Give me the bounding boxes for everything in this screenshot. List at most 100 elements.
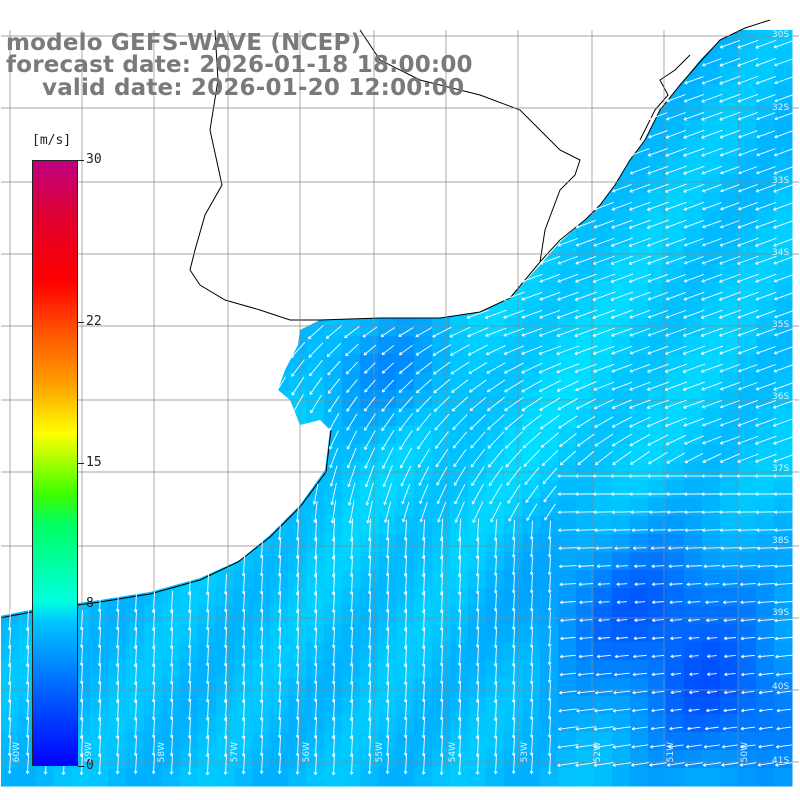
speed-cell — [576, 426, 595, 445]
speed-cell — [522, 300, 541, 319]
lon-label: 58W — [157, 742, 167, 763]
speed-cell — [414, 588, 433, 607]
speed-cell — [522, 660, 541, 679]
speed-cell — [270, 624, 289, 643]
wind-arrow — [666, 452, 686, 464]
wind-arrow — [466, 309, 490, 319]
speed-cell — [270, 714, 289, 733]
speed-cell — [738, 624, 757, 643]
speed-cell — [468, 372, 487, 391]
speed-cell — [720, 660, 739, 679]
speed-cell — [504, 372, 523, 391]
speed-cell — [90, 606, 109, 625]
speed-cell — [630, 660, 649, 679]
speed-cell — [324, 462, 343, 481]
wind-arrow — [611, 416, 632, 428]
speed-cell — [450, 678, 469, 697]
wind-arrow — [647, 147, 668, 157]
speed-cell — [234, 588, 253, 607]
wind-arrow — [398, 412, 414, 432]
speed-cell — [396, 750, 415, 769]
speed-cell — [774, 102, 793, 121]
speed-cell — [558, 390, 577, 409]
speed-cell — [540, 372, 559, 391]
wind-arrow — [556, 327, 580, 337]
wind-arrow — [611, 327, 633, 337]
speed-cell — [0, 642, 19, 661]
wind-arrow — [575, 220, 596, 229]
speed-cell — [774, 174, 793, 193]
speed-cell — [522, 462, 541, 481]
speed-cell — [756, 84, 775, 103]
speed-cell — [414, 318, 433, 337]
speed-cell — [468, 678, 487, 697]
wind-arrow — [773, 237, 795, 247]
wind-arrow — [700, 309, 723, 319]
speed-cell — [378, 624, 397, 643]
speed-cell — [774, 354, 793, 373]
speed-cell — [324, 372, 343, 391]
wind-arrow — [522, 414, 542, 430]
wind-arrow — [755, 310, 776, 319]
speed-cell — [396, 732, 415, 751]
wind-arrow — [325, 325, 343, 339]
speed-cell — [558, 624, 577, 643]
speed-cell — [648, 210, 667, 229]
speed-cell — [414, 498, 433, 517]
wind-arrow — [647, 183, 669, 193]
speed-cell — [702, 318, 721, 337]
speed-cell — [630, 606, 649, 625]
wind-arrow — [665, 292, 686, 301]
speed-cell — [738, 534, 757, 553]
wind-arrow — [773, 39, 795, 49]
wind-arrow — [647, 363, 669, 373]
speed-cell — [594, 282, 613, 301]
speed-cell — [234, 678, 253, 697]
speed-cell — [738, 282, 757, 301]
speed-cell — [594, 480, 613, 499]
speed-cell — [450, 354, 469, 373]
speed-cell — [738, 300, 757, 319]
colorbar-tick-label: 15 — [86, 455, 102, 470]
wind-arrow — [719, 111, 741, 121]
speed-cell — [486, 606, 505, 625]
wind-arrow — [416, 413, 432, 431]
river-plate-shore — [189, 269, 511, 321]
speed-cell — [630, 318, 649, 337]
speed-cell — [450, 732, 469, 751]
speed-cell — [594, 372, 613, 391]
speed-cell — [684, 282, 703, 301]
colorbar-tick-label: 30 — [86, 152, 102, 167]
speed-cell — [738, 660, 757, 679]
wind-arrow — [629, 363, 651, 373]
speed-cell — [468, 552, 487, 571]
lon-label: 57W — [230, 742, 240, 763]
speed-cell — [414, 426, 433, 445]
speed-cell — [234, 732, 253, 751]
speed-cell — [288, 696, 307, 715]
wind-arrow — [719, 382, 740, 391]
speed-cell — [594, 498, 613, 517]
speed-cell — [756, 354, 775, 373]
speed-cell — [738, 174, 757, 193]
speed-cell — [522, 408, 541, 427]
speed-cell — [576, 444, 595, 463]
speed-cell — [108, 660, 127, 679]
wind-arrow — [719, 345, 741, 355]
speed-cell — [306, 624, 325, 643]
speed-cell — [666, 516, 685, 535]
wind-arrow — [774, 94, 794, 103]
speed-cell — [738, 336, 757, 355]
wind-arrow — [774, 76, 794, 85]
speed-cell — [198, 660, 217, 679]
speed-cell — [684, 102, 703, 121]
wind-arrow — [737, 237, 759, 247]
speed-cell — [270, 660, 289, 679]
wind-arrow — [470, 431, 486, 449]
wind-arrow — [291, 376, 305, 396]
wind-arrow — [557, 255, 579, 265]
speed-cell — [774, 768, 793, 787]
wind-arrow — [521, 327, 543, 337]
speed-cell — [342, 336, 361, 355]
wind-arrow — [273, 376, 287, 396]
